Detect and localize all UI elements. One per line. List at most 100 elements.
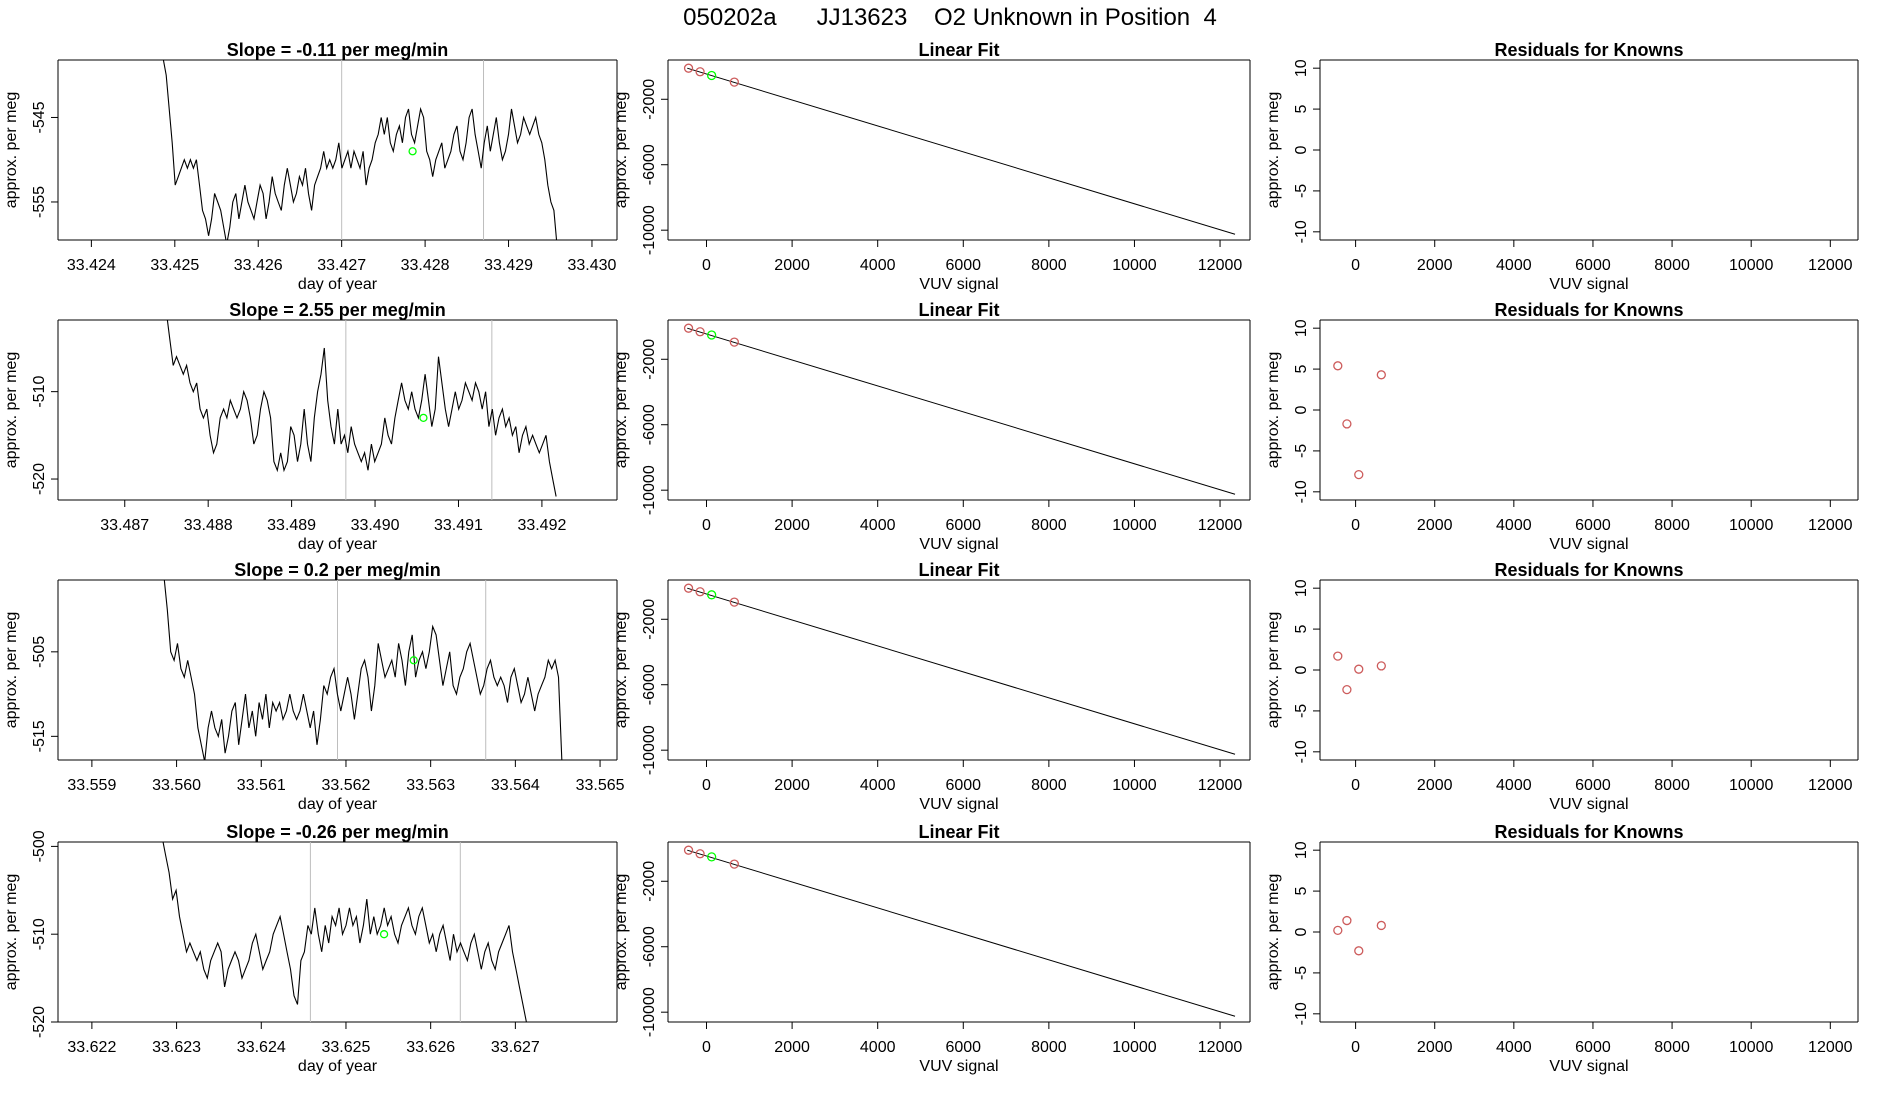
- x-axis-label: VUV signal: [919, 1058, 998, 1075]
- axes: [667, 319, 1251, 501]
- x-tick-label: 33.489: [267, 517, 316, 534]
- residual-point: [1354, 664, 1364, 674]
- y-tick-label: -10: [1293, 740, 1310, 763]
- x-tick-label: 0: [1351, 777, 1360, 794]
- known-point: [683, 63, 694, 73]
- y-tick-label: 10: [1293, 841, 1310, 859]
- x-tick-label: 2000: [774, 517, 810, 534]
- x-axis-label: day of year: [298, 276, 378, 293]
- x-tick-label: 0: [702, 1039, 711, 1056]
- x-tick-label: 0: [1351, 517, 1360, 534]
- y-tick-label: 10: [1293, 319, 1310, 337]
- known-point: [683, 323, 694, 333]
- residual-point: [1376, 661, 1386, 671]
- x-tick-label: 6000: [1575, 257, 1611, 274]
- x-tick-label: 33.559: [67, 777, 116, 794]
- chart-title: Slope = -0.26 per meg/min: [226, 822, 449, 842]
- y-tick-label: -10000: [641, 205, 658, 255]
- x-tick-label: 33.426: [234, 257, 283, 274]
- chart-time_series-row-1: Slope = -0.11 per meg/min 33.424 33.425 33.…: [3, 40, 618, 293]
- y-axis-label: approx. per meg: [3, 874, 20, 991]
- axes: [57, 841, 618, 1023]
- x-tick-label: 2000: [1417, 257, 1453, 274]
- x-axis-label: VUV signal: [1549, 536, 1628, 553]
- y-axis-label: approx. per meg: [1265, 92, 1282, 209]
- x-tick-label: 10000: [1729, 517, 1774, 534]
- plot-area: [683, 583, 1236, 755]
- chart-title: Residuals for Knowns: [1494, 822, 1683, 842]
- x-tick-label: 10000: [1729, 257, 1774, 274]
- signal-trace: [162, 842, 527, 1022]
- x-axis-label: VUV signal: [1549, 1058, 1628, 1075]
- y-axis-label: approx. per meg: [3, 612, 20, 729]
- axes: [667, 579, 1251, 761]
- plot-area: [683, 323, 1236, 495]
- residual-point: [1376, 370, 1386, 380]
- fit-line: [687, 849, 1236, 1017]
- x-tick-label: 4000: [860, 1039, 896, 1056]
- y-tick-label: -520: [31, 1006, 48, 1038]
- x-tick-label: 33.490: [351, 517, 400, 534]
- y-tick-label: -510: [31, 918, 48, 950]
- x-tick-label: 12000: [1198, 257, 1243, 274]
- residual-point: [1354, 469, 1364, 480]
- y-tick-label: -5: [1293, 444, 1310, 458]
- plot-area: [162, 842, 527, 1022]
- x-tick-label: 4000: [1496, 517, 1532, 534]
- x-tick-label: 33.428: [401, 257, 450, 274]
- fit-line: [687, 327, 1236, 495]
- signal-trace: [166, 320, 557, 497]
- y-tick-label: 5: [1293, 625, 1310, 634]
- residual-point: [1342, 419, 1352, 429]
- residual-point: [1333, 925, 1343, 936]
- x-tick-label: 10000: [1112, 1039, 1157, 1056]
- y-tick-label: 5: [1293, 105, 1310, 114]
- x-axis-label: VUV signal: [1549, 276, 1628, 293]
- y-tick-label: -2000: [641, 599, 658, 640]
- plot-grid: Slope = -0.11 per meg/min 33.424 33.425 33.…: [3, 40, 1859, 1075]
- unknown-mean-marker: [379, 930, 389, 939]
- page-title: 050202a JJ13623 O2 Unknown in Position 4: [683, 4, 1217, 31]
- unknown-point: [707, 590, 717, 600]
- x-tick-label: 0: [1351, 1039, 1360, 1056]
- x-tick-label: 6000: [1575, 777, 1611, 794]
- x-axis-label: day of year: [298, 536, 378, 553]
- x-tick-label: 0: [702, 257, 711, 274]
- chart-title: Slope = 2.55 per meg/min: [229, 300, 446, 320]
- y-tick-label: -2000: [641, 79, 658, 120]
- unknown-point: [707, 70, 717, 81]
- x-tick-label: 10000: [1729, 1039, 1774, 1056]
- y-tick-label: -505: [31, 636, 48, 668]
- x-tick-label: 33.627: [491, 1039, 540, 1056]
- y-tick-label: -500: [31, 830, 48, 862]
- y-tick-label: -2000: [641, 339, 658, 380]
- x-tick-label: 4000: [860, 777, 896, 794]
- x-tick-label: 33.492: [517, 517, 566, 534]
- chart-title: Residuals for Knowns: [1494, 40, 1683, 60]
- y-axis-label: approx. per meg: [1265, 612, 1282, 729]
- y-tick-label: -515: [31, 720, 48, 752]
- plot-area: [163, 580, 563, 760]
- x-tick-label: 6000: [945, 1039, 981, 1056]
- y-tick-label: -545: [31, 101, 48, 133]
- known-point: [729, 337, 739, 347]
- y-tick-label: -10: [1293, 480, 1310, 503]
- axes: [667, 59, 1251, 241]
- y-tick-label: -555: [31, 186, 48, 218]
- chart-linear_fit-row-2: Linear Fit 0 2000 4000 6000 8000 10000 12000 -20…: [613, 300, 1251, 553]
- x-tick-label: 33.488: [184, 517, 233, 534]
- x-tick-label: 33.425: [150, 257, 199, 274]
- y-tick-label: 10: [1293, 579, 1310, 597]
- y-tick-label: -10: [1293, 220, 1310, 243]
- known-point: [729, 859, 739, 869]
- x-tick-label: 10000: [1112, 777, 1157, 794]
- x-tick-label: 6000: [1575, 517, 1611, 534]
- residual-point: [1376, 920, 1386, 931]
- unknown-mean-marker: [409, 656, 418, 665]
- x-axis-label: VUV signal: [919, 796, 998, 813]
- y-tick-label: -510: [31, 376, 48, 408]
- y-tick-label: -6000: [641, 926, 658, 967]
- x-tick-label: 4000: [1496, 777, 1532, 794]
